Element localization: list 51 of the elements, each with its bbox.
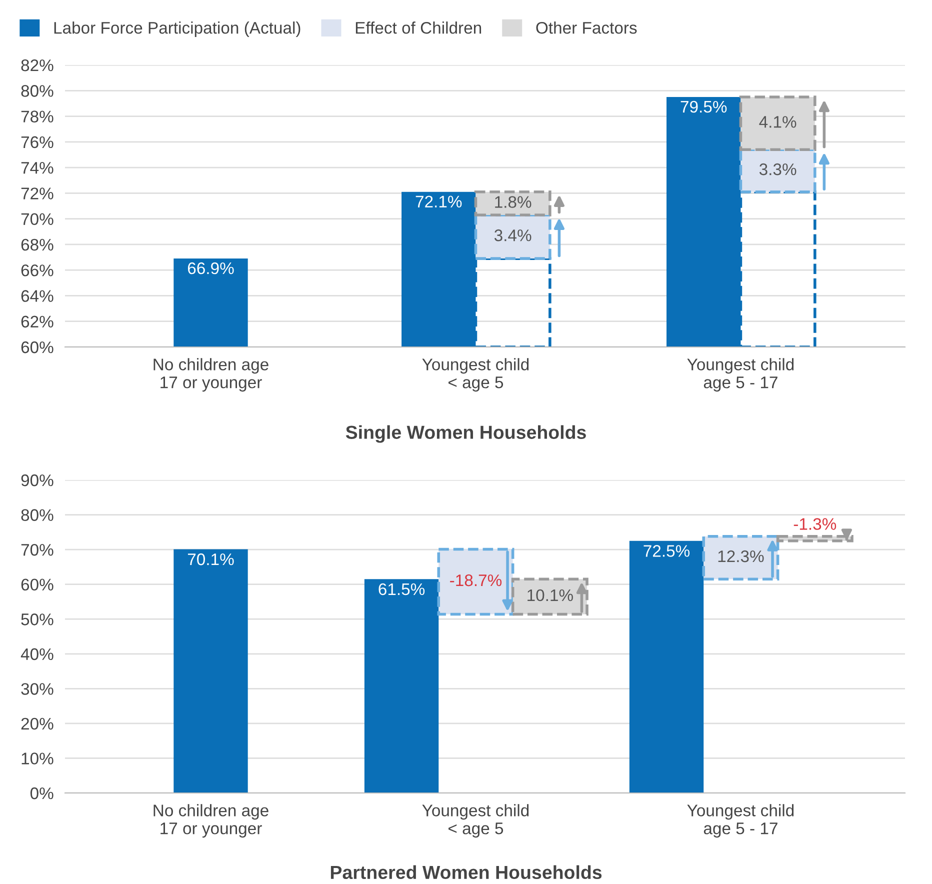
bar bbox=[437, 548, 514, 616]
x-tick-label: Youngest child < age 5 bbox=[422, 804, 529, 838]
data-label: 4.1% bbox=[759, 116, 796, 128]
y-tick-label: 40% bbox=[20, 648, 54, 660]
y-tick-label: 72% bbox=[21, 188, 54, 200]
y-tick-label: 90% bbox=[21, 474, 54, 486]
data-label: 3.3% bbox=[759, 163, 796, 176]
x-tick-label: Youngest child < age 5 bbox=[422, 358, 529, 392]
data-label: 10.1% bbox=[528, 589, 573, 602]
bar bbox=[629, 540, 704, 793]
data-label: 70.1% bbox=[188, 553, 234, 566]
legend-label: Other Factors bbox=[536, 22, 637, 34]
y-tick-label: 62% bbox=[21, 316, 54, 328]
data-label: 61.5% bbox=[378, 583, 425, 596]
y-tick-label: 60% bbox=[21, 341, 54, 354]
y-tick-label: 66% bbox=[21, 264, 54, 276]
y-tick-label: 80% bbox=[21, 509, 54, 521]
data-label: 3.4% bbox=[494, 229, 532, 242]
y-tick-label: 20% bbox=[21, 718, 54, 730]
y-tick-label: 60% bbox=[21, 578, 54, 591]
y-tick-label: 50% bbox=[21, 614, 54, 626]
data-label: 72.1% bbox=[416, 196, 462, 208]
legend-label: Effect of Children bbox=[356, 22, 482, 34]
text: Single Women Households bbox=[346, 425, 586, 443]
y-tick-label: 80% bbox=[21, 85, 54, 97]
y-tick-label: 68% bbox=[21, 238, 54, 251]
y-tick-label: 74% bbox=[21, 162, 54, 174]
data-label: 66.9% bbox=[188, 262, 234, 274]
data-label: 79.5% bbox=[680, 100, 727, 113]
text: Partnered Women Households bbox=[330, 865, 602, 880]
y-tick-label: 70% bbox=[21, 544, 54, 556]
x-tick-label: Youngest child age 5 - 17 bbox=[687, 804, 794, 838]
y-tick-label: 76% bbox=[21, 136, 54, 148]
y-tick-label: 82% bbox=[21, 59, 54, 72]
data-label: 72.5% bbox=[644, 545, 690, 557]
x-tick-label: No children age 17 or younger bbox=[154, 358, 268, 392]
y-tick-label: 64% bbox=[21, 290, 54, 302]
x-tick-label: No children age 17 or younger bbox=[154, 804, 268, 838]
y-tick-label: 70% bbox=[21, 213, 54, 226]
data-label: 1.8% bbox=[495, 196, 532, 208]
y-tick-label: 30% bbox=[21, 683, 54, 695]
bar bbox=[364, 579, 439, 793]
x-tick-label: Youngest child age 5 - 17 bbox=[687, 358, 794, 392]
bar bbox=[702, 534, 780, 581]
y-tick-label: 10% bbox=[22, 752, 54, 764]
data-label: 12.3% bbox=[718, 550, 764, 562]
data-label: -18.7% bbox=[450, 574, 502, 586]
legend-label: Labor Force Participation (Actual) bbox=[54, 22, 300, 38]
y-tick-label: 78% bbox=[21, 110, 54, 122]
data-label: -1.3% bbox=[794, 518, 836, 530]
y-tick-label: 0% bbox=[30, 787, 54, 800]
